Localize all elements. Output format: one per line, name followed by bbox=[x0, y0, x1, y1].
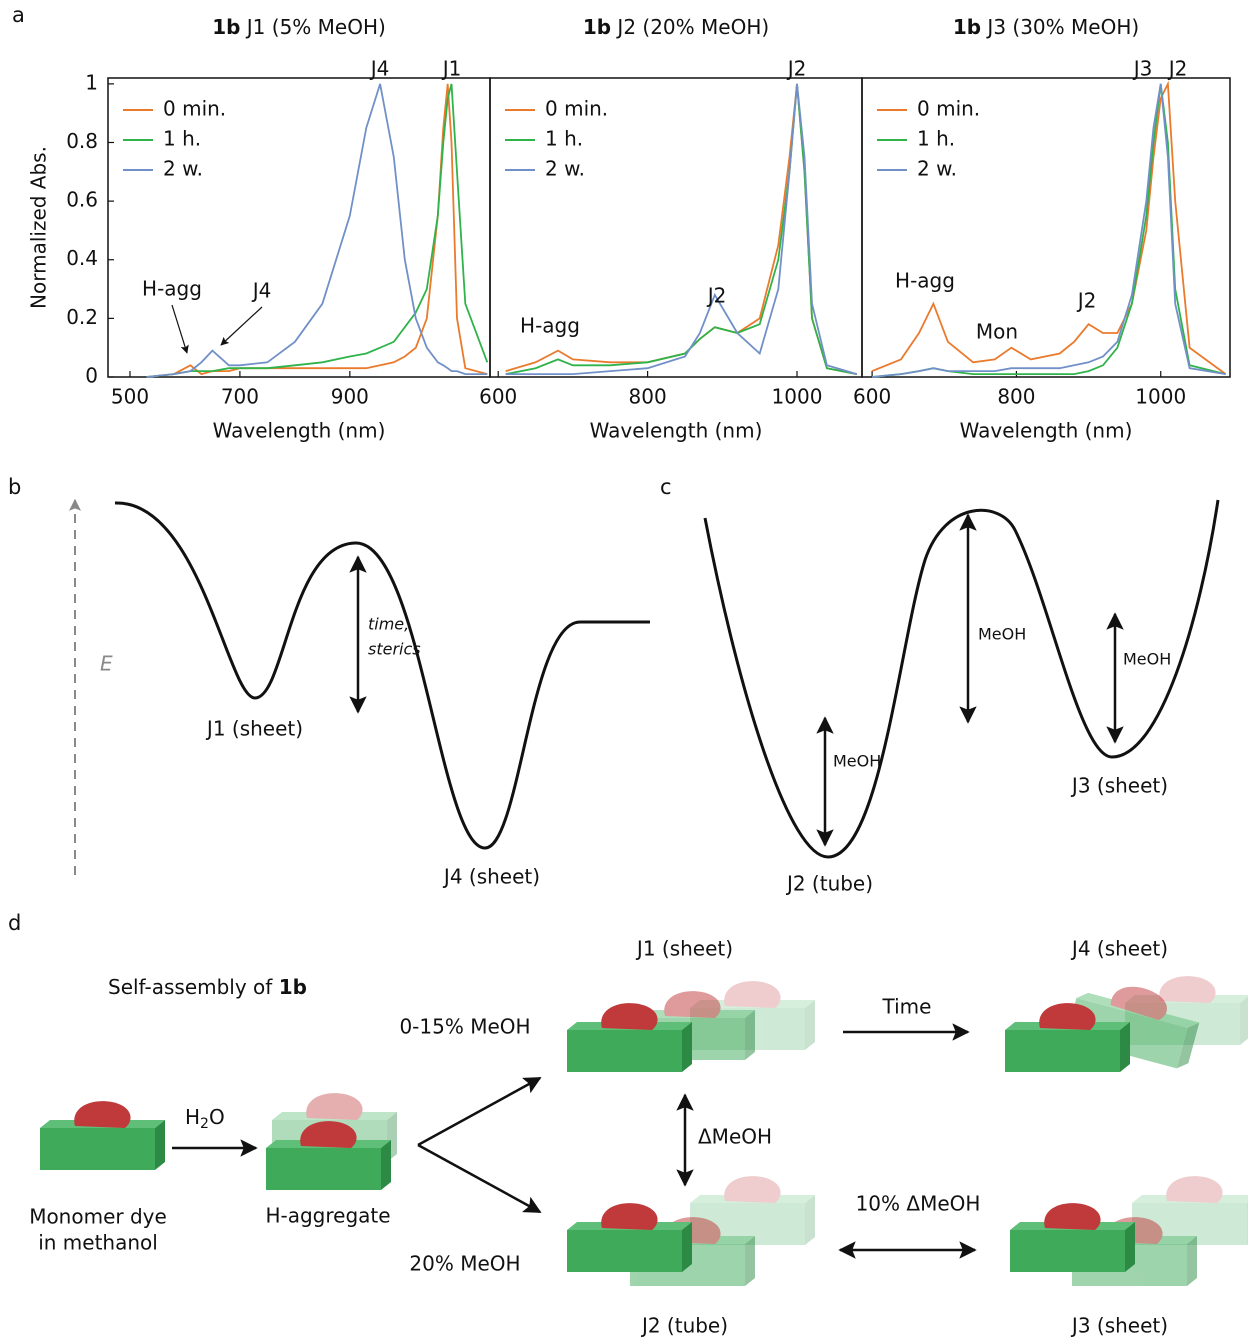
spectrum-line bbox=[871, 80, 1227, 375]
assembly-scheme: Self-assembly of 1b Monomer dye in metha… bbox=[29, 937, 1248, 1337]
label: 20% MeOH bbox=[409, 1252, 520, 1276]
arrow bbox=[220, 306, 263, 346]
label: in methanol bbox=[38, 1231, 158, 1255]
legend-label: 2 w. bbox=[545, 157, 585, 181]
x-axis-label: Wavelength (nm) bbox=[960, 419, 1133, 443]
x-axis-label: Wavelength (nm) bbox=[213, 419, 386, 443]
chart-title: 1b J3 (30% MeOH) bbox=[953, 15, 1139, 39]
y-tick-label: 0 bbox=[85, 364, 98, 388]
x-tick-label: 500 bbox=[111, 385, 149, 409]
spectrum-line bbox=[872, 83, 1226, 378]
barrier-label: time, bbox=[368, 615, 409, 634]
barrier-label: MeOH bbox=[978, 625, 1026, 644]
annotation: J2 bbox=[706, 284, 727, 308]
label: ΔMeOH bbox=[698, 1125, 772, 1149]
legend-label: 1 h. bbox=[163, 127, 201, 151]
x-tick-label: 600 bbox=[853, 385, 891, 409]
y-tick-label: 0.8 bbox=[66, 129, 98, 153]
y-tick-label: 1 bbox=[85, 70, 98, 94]
label: J4 (sheet) bbox=[1070, 937, 1168, 961]
label: H-aggregate bbox=[265, 1204, 390, 1228]
y-tick-label: 0.4 bbox=[66, 246, 98, 270]
plot-frame bbox=[107, 77, 491, 378]
well-label: J2 (tube) bbox=[785, 872, 873, 896]
energy-landscape-b: E time, sterics J1 (sheet) J4 (sheet) bbox=[69, 498, 650, 889]
legend-label: 0 min. bbox=[545, 97, 608, 121]
annotation: J1 bbox=[441, 57, 462, 81]
spectrum-line bbox=[505, 83, 858, 375]
label: Monomer dye bbox=[29, 1205, 167, 1229]
chart-title: 1b J2 (20% MeOH) bbox=[583, 15, 769, 39]
annotation: J2 bbox=[786, 57, 807, 81]
well-label: J4 (sheet) bbox=[442, 865, 540, 889]
label: J2 (tube) bbox=[640, 1314, 728, 1337]
panel-label: a bbox=[12, 3, 25, 27]
scheme-title: Self-assembly of 1b bbox=[108, 975, 307, 999]
arrow bbox=[171, 304, 189, 354]
annotation: J2 bbox=[1167, 57, 1188, 81]
panel-label: b bbox=[8, 475, 21, 499]
x-tick-label: 800 bbox=[629, 385, 667, 409]
annotation: J4 bbox=[251, 279, 272, 303]
annotation: H-agg bbox=[895, 269, 955, 293]
label: H2O bbox=[185, 1105, 225, 1133]
panel-label: c bbox=[660, 475, 672, 499]
legend-label: 1 h. bbox=[545, 127, 583, 151]
label: Time bbox=[882, 995, 932, 1019]
legend-label: 0 min. bbox=[163, 97, 226, 121]
energy-landscape-c: MeOH MeOH MeOH J2 (tube) J3 (sheet) bbox=[703, 499, 1220, 896]
x-tick-label: 700 bbox=[221, 385, 259, 409]
spectrum-line bbox=[146, 83, 489, 378]
label: 0-15% MeOH bbox=[399, 1015, 530, 1039]
x-tick-label: 800 bbox=[997, 385, 1035, 409]
x-tick-label: 600 bbox=[479, 385, 517, 409]
x-tick-label: 900 bbox=[331, 385, 369, 409]
y-axis-label: Normalized Abs. bbox=[27, 146, 51, 309]
plot-frame bbox=[861, 77, 1231, 378]
axis-label: E bbox=[100, 652, 113, 676]
barrier-label: sterics bbox=[368, 640, 421, 659]
annotation: H-agg bbox=[520, 314, 580, 338]
x-tick-label: 1000 bbox=[1135, 385, 1186, 409]
panel-label: d bbox=[8, 911, 21, 935]
well-label: J3 (sheet) bbox=[1070, 774, 1168, 798]
annotation: Mon bbox=[976, 320, 1018, 344]
annotation: J3 bbox=[1132, 57, 1153, 81]
title-text: J3 (30% MeOH) bbox=[985, 15, 1139, 39]
label: J3 (sheet) bbox=[1070, 1314, 1168, 1337]
y-tick-label: 0.6 bbox=[66, 188, 98, 212]
x-tick-label: 1000 bbox=[772, 385, 823, 409]
title-bold: 1b bbox=[953, 15, 981, 39]
label: J1 (sheet) bbox=[635, 937, 733, 961]
title-text: J2 (20% MeOH) bbox=[615, 15, 769, 39]
well-label: J1 (sheet) bbox=[205, 717, 303, 741]
legend-label: 1 h. bbox=[917, 127, 955, 151]
chart-title: 1b J1 (5% MeOH) bbox=[212, 15, 386, 39]
legend-label: 0 min. bbox=[917, 97, 980, 121]
spectra: 1b J1 (5% MeOH) 500 700 900 0 0.2 0.4 0.6 0.8 1 Wa… bbox=[27, 15, 1231, 443]
annotation: H-agg bbox=[142, 277, 202, 301]
title-bold: 1b bbox=[212, 15, 240, 39]
legend-label: 2 w. bbox=[163, 157, 203, 181]
legend-label: 2 w. bbox=[917, 157, 957, 181]
label: 10% ΔMeOH bbox=[856, 1192, 981, 1216]
x-axis-label: Wavelength (nm) bbox=[590, 419, 763, 443]
y-tick-label: 0.2 bbox=[66, 305, 98, 329]
annotation: J4 bbox=[369, 57, 390, 81]
barrier-label: MeOH bbox=[833, 752, 881, 771]
title-text: J1 (5% MeOH) bbox=[245, 15, 386, 39]
spectrum-line bbox=[146, 83, 488, 378]
title-bold: 1b bbox=[583, 15, 611, 39]
barrier-label: MeOH bbox=[1123, 650, 1171, 669]
annotation: J2 bbox=[1076, 289, 1097, 313]
